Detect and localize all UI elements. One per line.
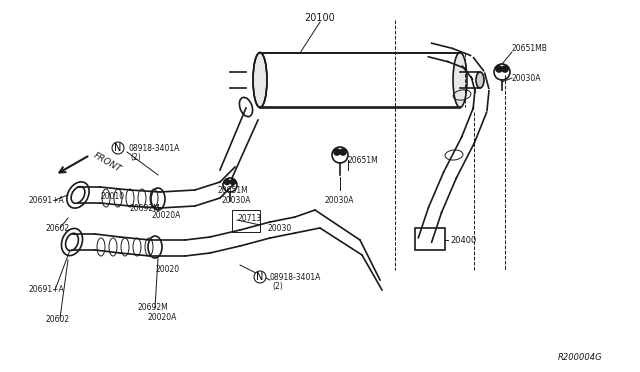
Text: 20400: 20400 — [450, 235, 476, 244]
Text: (2): (2) — [272, 282, 283, 291]
Circle shape — [230, 180, 236, 185]
Text: 20713: 20713 — [237, 214, 261, 222]
Bar — [260, 53, 460, 108]
Text: 20691+A: 20691+A — [28, 285, 64, 295]
Text: 08918-3401A: 08918-3401A — [128, 144, 179, 153]
Text: 20030A: 20030A — [325, 196, 355, 205]
Text: 20030A: 20030A — [512, 74, 541, 83]
Text: 20651M: 20651M — [348, 155, 379, 164]
Text: R200004G: R200004G — [558, 353, 603, 362]
Circle shape — [496, 66, 502, 72]
Text: 08918-3401A: 08918-3401A — [270, 273, 321, 282]
Text: 20692M: 20692M — [138, 304, 169, 312]
Text: 20651M: 20651M — [218, 186, 249, 195]
Text: 20030A: 20030A — [222, 196, 252, 205]
Bar — [232, 210, 260, 232]
Text: 20020A: 20020A — [148, 314, 177, 323]
Text: 20602: 20602 — [45, 224, 69, 232]
Ellipse shape — [476, 72, 484, 88]
Circle shape — [334, 149, 340, 155]
Text: 20691+A: 20691+A — [28, 196, 64, 205]
Text: FRONT: FRONT — [92, 151, 123, 174]
Text: 20100: 20100 — [305, 13, 335, 23]
Bar — [415, 228, 445, 250]
Text: 20030: 20030 — [268, 224, 292, 232]
Text: 20651MB: 20651MB — [512, 44, 548, 52]
Ellipse shape — [253, 52, 267, 108]
Ellipse shape — [453, 52, 467, 108]
Circle shape — [340, 149, 346, 155]
Text: 20010: 20010 — [100, 192, 124, 201]
Text: 20602: 20602 — [45, 315, 69, 324]
Text: 20020A: 20020A — [152, 211, 181, 219]
Text: N: N — [115, 143, 122, 153]
Text: N: N — [256, 272, 264, 282]
Text: 20020: 20020 — [155, 266, 179, 275]
Circle shape — [502, 66, 508, 72]
Text: 20692M: 20692M — [130, 203, 161, 212]
Text: (2): (2) — [130, 153, 141, 161]
Circle shape — [225, 180, 230, 185]
